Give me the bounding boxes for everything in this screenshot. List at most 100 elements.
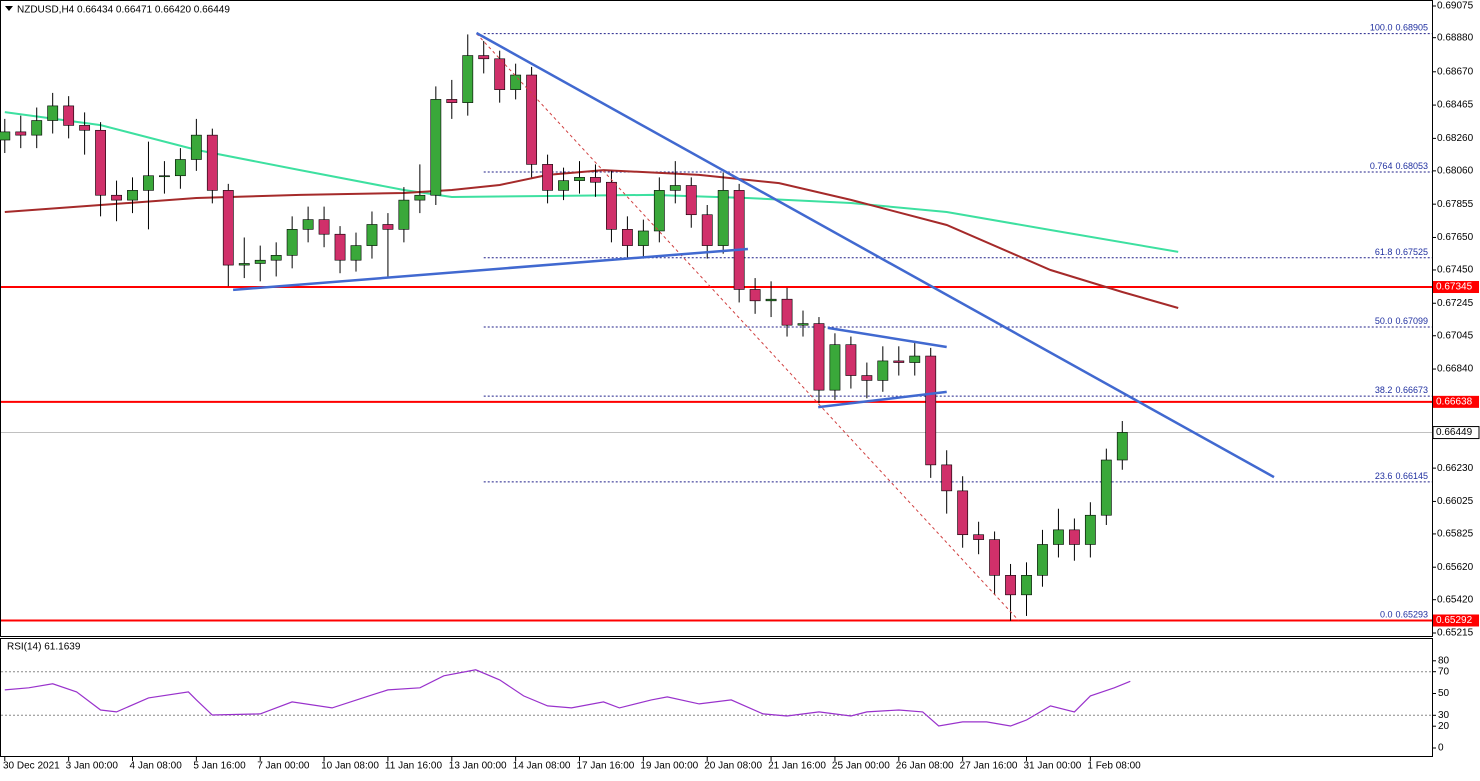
x-tick-label: 4 Jan 08:00 [130, 761, 183, 772]
candle-body [1084, 514, 1096, 545]
trendline [233, 247, 748, 292]
candle-body [1068, 529, 1080, 545]
chart-title: NZDUSD,H4 0.66434 0.66471 0.66420 0.6644… [17, 5, 230, 16]
x-tick-label: 13 Jan 00:00 [449, 761, 507, 772]
last-price-box [1432, 426, 1480, 440]
candle-body [542, 164, 553, 191]
candle-body [749, 289, 761, 302]
fib-level-label: 23.6 0.66145 [1375, 471, 1428, 481]
candle-body [653, 190, 665, 232]
fib-line [476, 33, 1019, 621]
fib-level-price: 0.67099 [1395, 316, 1428, 326]
x-tick-label: 3 Jan 00:00 [66, 761, 119, 772]
x-tick-label: 10 Jan 08:00 [321, 761, 379, 772]
y-tick-label: 0.67855 [1437, 199, 1474, 210]
y-tick-label: 0.69075 [1437, 1, 1474, 12]
y-tick-label: 0.65215 [1437, 628, 1474, 639]
symbol-icon [5, 6, 13, 11]
candle-body [31, 120, 43, 136]
fib-level-percent: 50.0 [1375, 316, 1393, 326]
trendline [475, 31, 1275, 479]
y-tick-label: 0.68465 [1437, 100, 1474, 111]
level-label: 0.67345 [1436, 282, 1473, 293]
candle-body [318, 219, 330, 235]
candle-body [877, 360, 889, 381]
x-tick-label: 19 Jan 00:00 [640, 761, 698, 772]
candle-body [254, 259, 266, 264]
y-tick-label: 0.67450 [1437, 265, 1474, 276]
fib-level-label: 0.764 0.68053 [1370, 161, 1428, 171]
candle-body [334, 233, 346, 261]
fib-level-percent: 100.0 [1370, 23, 1393, 33]
candle-body [1037, 544, 1048, 576]
candle-body [270, 255, 282, 261]
moving-average [4, 169, 1179, 309]
x-tick-label: 14 Jan 08:00 [513, 761, 571, 772]
candle-body [222, 190, 234, 266]
trendline [818, 390, 947, 409]
y-tick-label: 0.67045 [1437, 330, 1474, 341]
candle-body [733, 190, 745, 290]
candle-body [989, 539, 1000, 576]
candle-body [893, 360, 905, 363]
level-box [1433, 281, 1479, 294]
x-tick-label: 30 Dec 2021 [3, 761, 60, 772]
x-tick-label: 17 Jan 16:00 [577, 761, 635, 772]
candle-body [0, 131, 11, 141]
candle-body [382, 224, 394, 230]
rsi-y-tick-label: 80 [1438, 655, 1450, 666]
x-tick-label: 5 Jan 16:00 [193, 761, 246, 772]
candle-body [925, 355, 937, 466]
x-tick-label: 26 Jan 08:00 [896, 761, 954, 772]
y-tick-label: 0.68880 [1437, 32, 1474, 43]
y-tick-label: 0.65620 [1437, 562, 1474, 573]
candle-body [398, 199, 410, 230]
y-tick-label: 0.68060 [1437, 166, 1474, 177]
candle-body [797, 323, 809, 326]
candle-body [462, 55, 474, 103]
candle-body [414, 194, 426, 201]
candle-body [861, 375, 873, 381]
candle-body [1116, 432, 1128, 461]
fib-level-price: 0.68053 [1395, 161, 1428, 171]
candle-body [15, 131, 27, 136]
candle-body [813, 323, 825, 391]
fib-level-price: 0.68905 [1395, 23, 1428, 33]
fib-level-price: 0.66145 [1395, 471, 1428, 481]
rsi-y-tick-label: 30 [1438, 710, 1450, 721]
candle-body [95, 129, 106, 196]
y-tick-label: 0.68260 [1437, 133, 1474, 144]
candle-body [206, 134, 218, 191]
candle-body [510, 74, 522, 90]
candle-body [526, 74, 538, 165]
y-tick-label: 0.66840 [1437, 364, 1474, 375]
candle-body [558, 180, 569, 191]
fib-level-label: 0.0 0.65293 [1380, 610, 1428, 620]
candle-body [446, 99, 458, 103]
candle-body [190, 134, 202, 160]
candle-body [127, 190, 138, 201]
fib-level-percent: 23.6 [1375, 471, 1393, 481]
candle-body [574, 177, 585, 181]
candle-body [973, 534, 985, 540]
candle-body [79, 125, 91, 131]
candle-body [143, 175, 154, 191]
y-tick-label: 0.66230 [1437, 463, 1474, 474]
y-tick-label: 0.67245 [1437, 298, 1474, 309]
fib-level-percent: 0.764 [1370, 161, 1393, 171]
rsi-panel [0, 638, 1433, 757]
level-label: 0.66638 [1436, 396, 1473, 407]
candle-body [366, 224, 378, 246]
fib-level-percent: 0.0 [1380, 610, 1393, 620]
rsi-y-tick-label: 50 [1438, 688, 1450, 699]
candle-body [159, 175, 170, 178]
candle-body [909, 355, 921, 363]
level-box [1433, 614, 1479, 627]
candle-body [494, 58, 506, 90]
main-panel [0, 0, 1433, 637]
x-tick-label: 27 Jan 16:00 [960, 761, 1018, 772]
fib-level-price: 0.67525 [1395, 247, 1428, 257]
candle-body [845, 344, 857, 376]
candle-body [111, 194, 122, 201]
